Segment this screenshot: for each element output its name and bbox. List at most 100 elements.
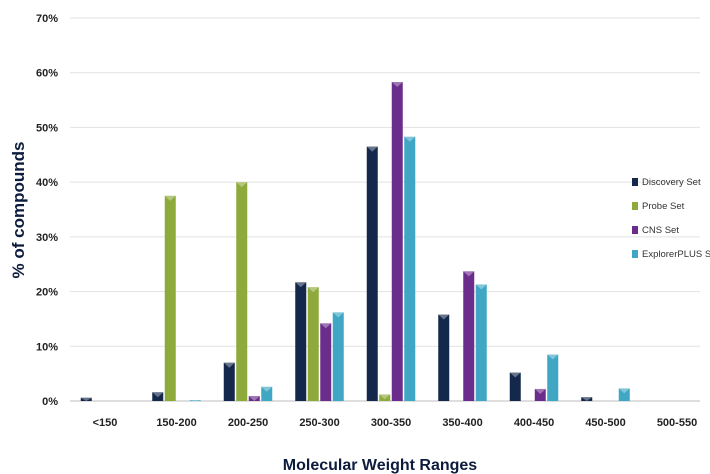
- x-tick-label: 150-200: [156, 417, 196, 429]
- x-tick-label: <150: [93, 417, 118, 429]
- bar-cap: [261, 386, 273, 392]
- y-tick-label: 0%: [42, 396, 58, 408]
- x-tick-label: 350-400: [442, 417, 482, 429]
- x-tick-label: 200-250: [228, 417, 268, 429]
- legend-label: ExplorerPLUS Set: [642, 249, 710, 260]
- y-tick-label: 40%: [36, 177, 58, 189]
- bar-cap: [581, 397, 593, 401]
- bar-cap: [295, 282, 307, 288]
- bar: [248, 396, 260, 401]
- bar: [307, 287, 319, 401]
- legend-item: Probe Set: [632, 201, 685, 212]
- bar-body: [236, 182, 248, 401]
- legend-item: Discovery Set: [632, 177, 701, 188]
- bar: [189, 400, 201, 401]
- bar-cap: [547, 354, 559, 360]
- y-tick-label: 30%: [36, 232, 58, 244]
- x-tick-label: 400-450: [514, 417, 554, 429]
- bar-body: [366, 146, 378, 401]
- bar-body: [332, 312, 344, 401]
- legend-label: Discovery Set: [642, 177, 701, 188]
- bar: [80, 397, 92, 401]
- y-tick-label: 50%: [36, 122, 58, 134]
- x-tick-label: 500-550: [657, 417, 697, 429]
- bar-body: [618, 388, 630, 401]
- bar: [404, 136, 416, 402]
- bar-body: [475, 284, 487, 401]
- bar-body: [379, 394, 391, 401]
- legend-item: ExplorerPLUS Set: [632, 249, 710, 260]
- bar-cap: [366, 146, 378, 152]
- bar-cap: [223, 362, 235, 368]
- bar-cap: [379, 394, 391, 400]
- bar: [320, 323, 332, 401]
- bar-cap: [164, 195, 176, 201]
- bar-cap: [534, 388, 546, 394]
- bar-body: [581, 397, 593, 401]
- bar: [391, 82, 403, 401]
- bar-cap: [80, 397, 92, 401]
- bar-body: [307, 287, 319, 401]
- bar-body: [509, 372, 521, 401]
- x-tick-label: 300-350: [371, 417, 411, 429]
- bar-cap: [463, 271, 475, 277]
- bar: [379, 394, 391, 401]
- bar-cap: [189, 400, 201, 401]
- bar-body: [152, 392, 164, 401]
- x-axis-title: Molecular Weight Ranges: [283, 457, 478, 474]
- bar-body: [438, 314, 450, 401]
- bar: [261, 386, 273, 401]
- legend: Discovery Set Probe Set CNS Set ExplorerPLU…: [632, 177, 710, 260]
- y-axis-title: % of compounds: [9, 142, 28, 279]
- bar-body: [261, 386, 273, 401]
- legend-swatch: [632, 178, 638, 186]
- bar-body: [534, 388, 546, 401]
- bar: [534, 388, 546, 401]
- bar-cap: [475, 284, 487, 290]
- bar: [547, 354, 559, 401]
- bar: [463, 271, 475, 401]
- gridlines: [70, 17, 700, 402]
- bar: [152, 392, 164, 401]
- bar: [332, 312, 344, 401]
- bar: [438, 314, 450, 401]
- bar-body: [391, 82, 403, 401]
- bar-cap: [391, 82, 403, 88]
- y-tick-label: 70%: [36, 13, 58, 25]
- legend-label: Probe Set: [642, 201, 685, 212]
- bar-cap: [618, 388, 630, 394]
- bar: [618, 388, 630, 401]
- bar-cap: [152, 392, 164, 398]
- x-tick-label: 450-500: [585, 417, 625, 429]
- bar: [223, 362, 235, 401]
- bar-body: [164, 195, 176, 401]
- y-tick-label: 10%: [36, 341, 58, 353]
- bar-cap: [438, 314, 450, 320]
- bar-cap: [509, 372, 521, 378]
- y-tick-label: 20%: [36, 287, 58, 299]
- bar: [581, 397, 593, 401]
- bar: [295, 282, 307, 401]
- legend-swatch: [632, 202, 638, 210]
- y-tick-label: 60%: [36, 68, 58, 80]
- legend-swatch: [632, 226, 638, 234]
- bar-cap: [236, 182, 248, 188]
- bar: [509, 372, 521, 401]
- bar: [236, 182, 248, 401]
- x-tick-label: 250-300: [299, 417, 339, 429]
- bar-cap: [248, 396, 260, 401]
- bar-cap: [320, 323, 332, 329]
- bar-body: [189, 400, 201, 401]
- bar-cap: [404, 136, 416, 142]
- bar-cap: [332, 312, 344, 318]
- bars: [80, 82, 630, 402]
- bar-body: [320, 323, 332, 401]
- legend-swatch: [632, 250, 638, 258]
- y-tick-labels: 0% 10% 20% 30% 40% 50% 60% 70%: [36, 13, 58, 408]
- bar-body: [404, 136, 416, 402]
- bar: [366, 146, 378, 401]
- x-tick-labels: <150 150-200 200-250 250-300 300-350 350-400 4…: [93, 417, 698, 429]
- bar: [475, 284, 487, 401]
- bar-body: [223, 362, 235, 401]
